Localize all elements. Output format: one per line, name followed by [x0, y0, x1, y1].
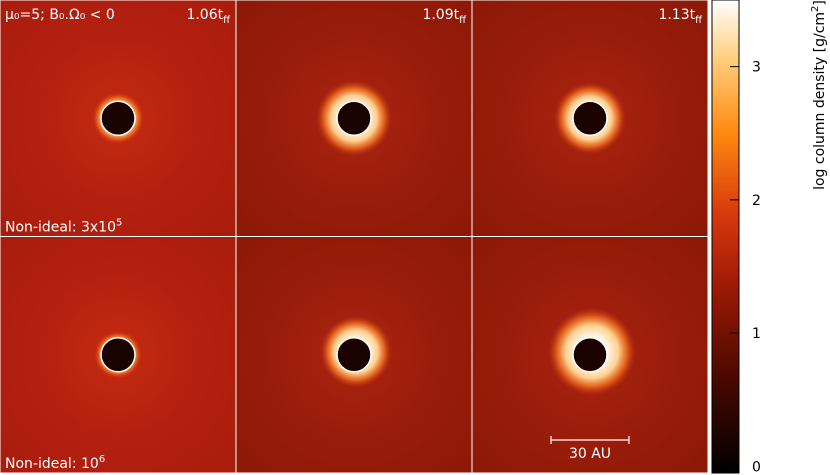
row-text: Non-ideal: 3x10	[5, 220, 116, 236]
time-sub: ff	[695, 15, 703, 26]
row-label: Non-ideal: 3x105	[5, 218, 122, 236]
colorbar-axis: 0 1 2 3	[730, 60, 761, 475]
colorbar-tick-label: 2	[752, 193, 761, 209]
panel	[471, 236, 709, 474]
time-label: 1.13tff	[658, 7, 703, 26]
time-sub: ff	[459, 15, 467, 26]
time-label: 1.06tff	[186, 7, 231, 26]
row-sup: 6	[99, 454, 105, 465]
time-value: 1.06t	[186, 7, 223, 23]
panel	[471, 0, 709, 237]
scale-bar	[550, 436, 630, 444]
panel-title: μ₀=5; B₀.Ω₀ < 0	[5, 7, 115, 23]
panel	[235, 0, 473, 237]
panel	[0, 236, 237, 474]
panels: μ₀=5; B₀.Ω₀ < 0 1.06tff 1.09tff 1.13tffNon-…	[0, 0, 709, 474]
panel	[235, 236, 473, 474]
row-label: Non-ideal: 106	[5, 454, 105, 472]
colorbar	[711, 0, 740, 474]
time-value: 1.13t	[658, 7, 695, 23]
colorbar-label: log column density [g/cm2]	[810, 0, 828, 190]
colorbar-tick-label: 1	[752, 326, 761, 342]
time-sub: ff	[223, 15, 231, 26]
time-value: 1.09t	[422, 7, 459, 23]
scale-bar-label: 30 AU	[569, 446, 611, 462]
panel	[0, 0, 237, 237]
colorbar-tick-label: 0	[752, 459, 761, 475]
row-text: Non-ideal: 10	[5, 456, 99, 472]
row-sup: 5	[116, 218, 122, 229]
colorbar-tick-label: 3	[752, 60, 761, 76]
time-label: 1.09tff	[422, 7, 467, 26]
